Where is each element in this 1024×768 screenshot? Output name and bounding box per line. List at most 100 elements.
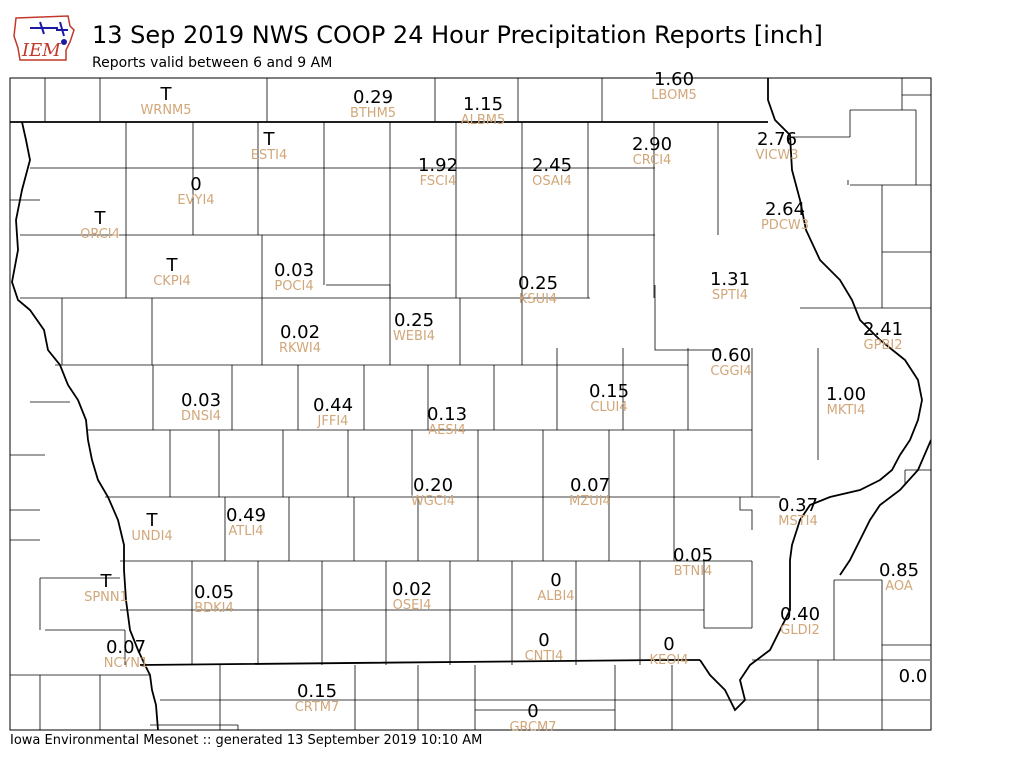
- precip-value: 0.44: [313, 395, 353, 416]
- precip-value: 0.29: [353, 87, 393, 108]
- station-id-label: CRTM7: [295, 700, 340, 715]
- state-boundaries: [10, 78, 931, 730]
- precip-value: 0.13: [427, 404, 467, 425]
- station-id-label: ORCI4: [80, 227, 120, 242]
- page-title: 13 Sep 2019 NWS COOP 24 Hour Precipitati…: [92, 21, 823, 49]
- station-id-label: AOA: [885, 579, 913, 594]
- precip-value: T: [94, 208, 107, 229]
- station-id-label: ALBM5: [461, 113, 506, 128]
- logo-text: IEM: [21, 40, 61, 61]
- station-id-label: MZUI4: [569, 494, 611, 509]
- station-id-label: BTHM5: [350, 106, 396, 121]
- precip-value: 2.45: [532, 155, 572, 176]
- precip-value: 1.92: [418, 155, 458, 176]
- station-id-label: MKTI4: [827, 403, 866, 418]
- precip-value: 0.02: [392, 579, 432, 600]
- precip-value: 0: [663, 634, 674, 655]
- station-id-label: MSTI4: [778, 514, 818, 529]
- station-id-label: NCYN1: [104, 656, 149, 671]
- iem-logo: IEM: [13, 15, 75, 61]
- precip-value: 0.25: [394, 310, 434, 331]
- station-id-label: GRCM7: [509, 720, 556, 735]
- station-id-label: KEOI4: [649, 653, 688, 668]
- precip-value: 0.49: [226, 505, 266, 526]
- mississippi-river: [699, 78, 923, 712]
- precip-value: T: [166, 255, 179, 276]
- station-id-label: CGGI4: [710, 364, 751, 379]
- station-id-label: CRCI4: [633, 153, 672, 168]
- precip-value: 2.64: [765, 199, 805, 220]
- station-id-label: GLDI2: [780, 623, 819, 638]
- station-id-label: CKPI4: [153, 274, 191, 289]
- precip-value: 1.60: [654, 69, 694, 90]
- station-id-label: ATLI4: [228, 524, 263, 539]
- station-id-label: BDKI4: [194, 601, 234, 616]
- precip-value: 1.31: [710, 269, 750, 290]
- footer-credit: Iowa Environmental Mesonet :: generated …: [10, 733, 483, 748]
- station-id-label: FSCI4: [420, 174, 457, 189]
- station-id-label: EVYI4: [177, 193, 214, 208]
- precip-value: 0: [550, 570, 561, 591]
- station-id-label: PDCW3: [761, 218, 809, 233]
- precip-value: 2.41: [863, 319, 903, 340]
- precip-value: 0.37: [778, 495, 818, 516]
- precip-value: T: [146, 510, 159, 531]
- station-id-label: ESTI4: [251, 148, 288, 163]
- precip-value: T: [160, 84, 173, 105]
- precip-value: 0.25: [518, 273, 558, 294]
- station-id-label: OSAI4: [532, 174, 572, 189]
- precip-value: 0: [190, 174, 201, 195]
- map-frame: [9, 77, 932, 731]
- precip-value: 0.20: [413, 475, 453, 496]
- precip-value: 0: [538, 630, 549, 651]
- precip-value: 2.76: [757, 129, 797, 150]
- station-id-label: KSUI4: [519, 292, 557, 307]
- precip-value: 0.02: [280, 322, 320, 343]
- station-id-label: CNTI4: [525, 649, 564, 664]
- station-id-label: JFFI4: [317, 414, 349, 429]
- precip-value: 1.15: [463, 94, 503, 115]
- precip-value: T: [263, 129, 276, 150]
- station-id-label: UNDI4: [131, 529, 172, 544]
- precip-value: 0.05: [194, 582, 234, 603]
- iowa-south-border: [139, 659, 700, 666]
- precip-value: T: [100, 571, 113, 592]
- station-id-label: POCI4: [274, 279, 313, 294]
- station-id-label: DNSI4: [181, 409, 221, 424]
- station-id-label: OSEI4: [393, 598, 432, 613]
- missouri-river: [11, 121, 159, 730]
- station-id-label: BTNI4: [674, 564, 713, 579]
- illinois-border: [839, 439, 931, 576]
- weather-symbols-icon: [30, 21, 68, 45]
